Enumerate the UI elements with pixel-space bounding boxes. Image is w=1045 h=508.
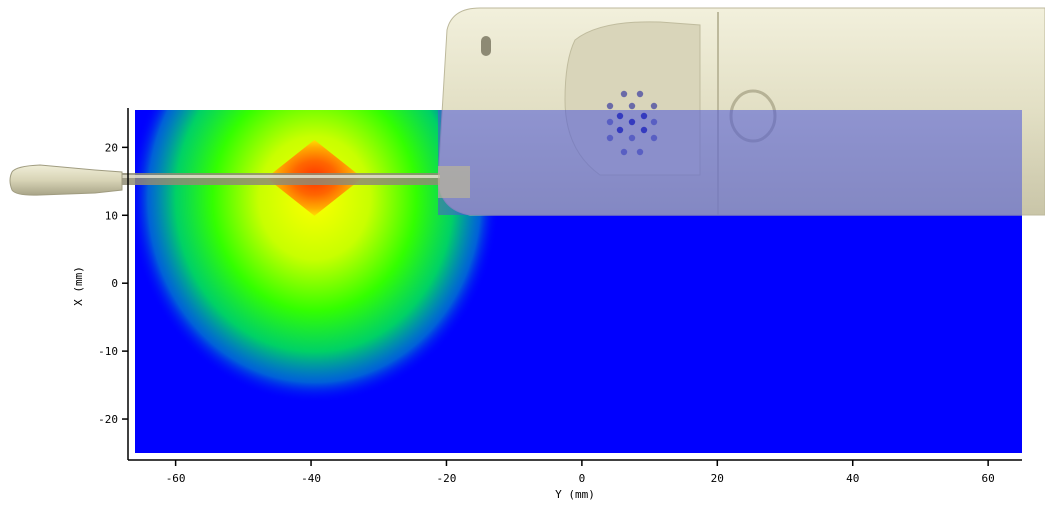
x-tick-label: 40 bbox=[846, 472, 859, 485]
antenna-base bbox=[438, 166, 470, 198]
y-axis-ticks: -20 -10 0 10 20 bbox=[98, 141, 128, 426]
phone-side-slot bbox=[481, 36, 491, 56]
antenna-rod bbox=[120, 173, 440, 185]
speaker-hole bbox=[650, 102, 658, 110]
speaker-hole bbox=[628, 102, 636, 110]
antenna-tip bbox=[9, 164, 123, 196]
y-tick-label: -20 bbox=[98, 413, 118, 426]
x-tick-label: -20 bbox=[437, 472, 457, 485]
speaker-hole bbox=[606, 102, 614, 110]
y-tick-label: 10 bbox=[105, 209, 118, 222]
x-tick-label: -40 bbox=[301, 472, 321, 485]
x-tick-label: -60 bbox=[166, 472, 186, 485]
x-axis-ticks: -60 -40 -20 0 20 40 60 bbox=[166, 460, 995, 485]
axes: -60 -40 -20 0 20 40 60 -20 -10 0 10 20 Y (mm) X (m… bbox=[72, 108, 1022, 501]
y-axis-title: X (mm) bbox=[72, 266, 85, 306]
x-tick-label: 60 bbox=[982, 472, 995, 485]
x-tick-label: 20 bbox=[711, 472, 724, 485]
speaker-hole bbox=[620, 90, 628, 98]
x-axis-title: Y (mm) bbox=[555, 488, 595, 501]
antenna-rod-highlight bbox=[120, 175, 440, 178]
y-tick-label: 20 bbox=[105, 141, 118, 154]
speaker-hole bbox=[636, 90, 644, 98]
phone-overlay bbox=[9, 7, 1045, 216]
y-tick-label: -10 bbox=[98, 345, 118, 358]
y-tick-label: 0 bbox=[111, 277, 118, 290]
phone-plot-tint bbox=[438, 110, 1022, 215]
x-tick-label: 0 bbox=[579, 472, 586, 485]
